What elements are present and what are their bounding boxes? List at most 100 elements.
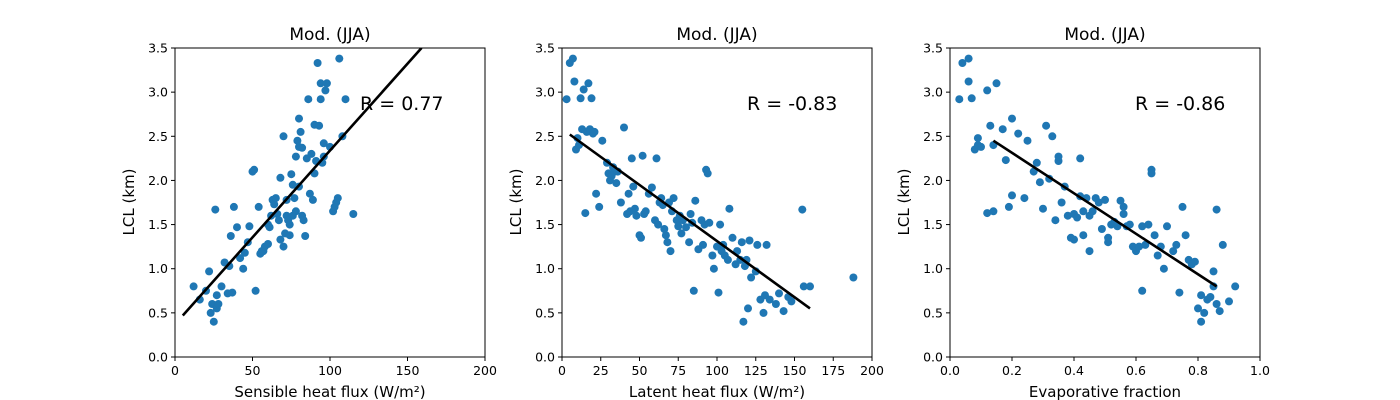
scatter-point (239, 264, 248, 273)
scatter-point (587, 94, 596, 103)
scatter-point (753, 240, 762, 249)
scatter-point (579, 85, 588, 94)
x-tick-label: 50 (245, 363, 261, 378)
regression-line (181, 48, 423, 317)
scatter-series (189, 54, 358, 326)
scatter-point (1042, 121, 1051, 130)
x-tick-label: 125 (744, 363, 768, 378)
x-tick-label: 200 (473, 363, 497, 378)
scatter-series (955, 54, 1240, 326)
scatter-point (562, 95, 571, 104)
scatter-point (265, 223, 274, 232)
scatter-point (236, 254, 245, 263)
scatter-point (1020, 194, 1029, 203)
correlation-annotation: R = 0.77 (360, 93, 444, 115)
scatter-point (274, 216, 283, 225)
x-tick-label: 0 (171, 363, 179, 378)
y-tick-label: 1.0 (535, 261, 555, 276)
scatter-point (592, 189, 601, 198)
scatter-point (660, 225, 669, 233)
scatter-point (745, 236, 754, 245)
scatter-point (967, 94, 976, 103)
scatter-point (669, 194, 678, 203)
scatter-point (1212, 300, 1221, 308)
y-tick-label: 2.0 (535, 173, 555, 188)
scatter-point (799, 282, 808, 291)
scatter-point (714, 288, 723, 297)
scatter-point (1153, 251, 1162, 260)
scatter-point (1138, 286, 1147, 295)
scatter-point (598, 136, 607, 145)
scatter-point (1181, 231, 1190, 240)
plot-area: 0 50 100 150 200 0.0 0.5 1.0 1.5 2.0 2.5 3.0 3.5 (148, 41, 497, 379)
x-axis-label: Evaporative fraction (1029, 383, 1181, 400)
x-tick-label: 175 (821, 363, 845, 378)
x-tick-label: 200 (860, 363, 884, 378)
scatter-point (747, 273, 756, 282)
correlation-annotation: R = -0.83 (747, 93, 837, 115)
scatter-point (1088, 207, 1097, 216)
scatter-point (1169, 247, 1178, 256)
y-tick-label: 3.0 (148, 85, 168, 100)
scatter-point (333, 194, 342, 203)
scatter-point (624, 189, 633, 198)
scatter-point (349, 210, 358, 218)
scatter-point (677, 229, 686, 238)
scatter-point (652, 154, 661, 163)
x-tick-label: 25 (593, 363, 609, 378)
y-tick-label: 0.0 (148, 350, 168, 365)
scatter-point (304, 95, 313, 104)
scatter-point (849, 273, 858, 282)
y-tick-label: 2.5 (535, 129, 555, 144)
scatter-point (686, 210, 695, 218)
y-axis-label: LCL (km) (120, 169, 138, 236)
scatter-point (958, 59, 967, 67)
scatter-point (775, 289, 783, 298)
scatter-point (703, 169, 712, 178)
scatter-point (1119, 202, 1128, 211)
scatter-point (992, 79, 1001, 88)
x-tick-label: 0.2 (1002, 363, 1022, 378)
scatter-point (1079, 207, 1088, 216)
scatter-point (322, 79, 331, 88)
scatter-point (983, 209, 992, 218)
scatter-point (1035, 178, 1044, 187)
scatter-point (654, 220, 663, 229)
scatter-point (299, 216, 308, 225)
scatter-point (787, 297, 796, 306)
scatter-point (1190, 257, 1199, 266)
scatter-point (1116, 196, 1125, 205)
scatter-point (1197, 317, 1206, 326)
panel-title: Mod. (JJA) (676, 25, 757, 45)
scatter-point (209, 317, 218, 326)
y-tick-label: 1.5 (148, 217, 168, 232)
x-tick-label: 150 (783, 363, 807, 378)
scatter-point (276, 235, 285, 244)
scatter-point (674, 222, 683, 231)
scatter-point (1094, 198, 1103, 207)
y-tick-label: 0.5 (923, 305, 943, 320)
x-tick-label: 100 (705, 363, 729, 378)
scatter-point (570, 77, 579, 86)
y-tick-label: 3.5 (923, 41, 943, 56)
scatter-point (647, 183, 656, 192)
scatter-point (744, 304, 752, 313)
scatter-point (254, 202, 263, 211)
scatter-point (739, 317, 748, 326)
scatter-point (288, 180, 297, 189)
scatter-point (595, 202, 604, 211)
scatter-point (620, 123, 628, 132)
scatter-point (264, 240, 272, 248)
scatter-point (1178, 202, 1187, 211)
scatter-point (1057, 198, 1066, 207)
scatter-point (316, 95, 325, 104)
scatter-point (287, 170, 296, 179)
scatter-point (291, 152, 300, 161)
y-tick-label: 1.5 (535, 217, 555, 232)
scatter-point (1014, 129, 1023, 138)
y-tick-label: 1.0 (148, 261, 168, 276)
scatter-point (1144, 220, 1153, 229)
scatter-point (682, 223, 690, 232)
scatter-point (762, 240, 771, 249)
